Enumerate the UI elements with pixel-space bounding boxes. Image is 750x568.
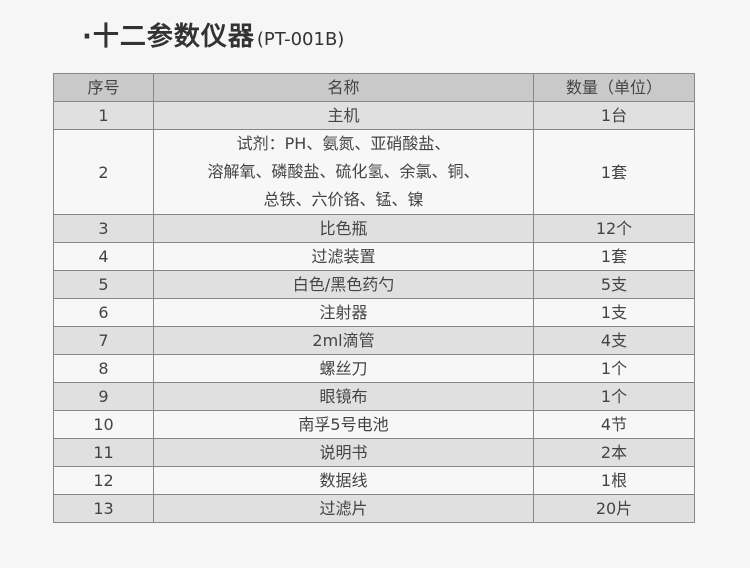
cell-number: 6 xyxy=(53,298,154,327)
table-row: 3 比色瓶 12个 xyxy=(53,214,695,243)
table-row: 11 说明书 2本 xyxy=(53,438,695,467)
table-row: 9 眼镜布 1个 xyxy=(53,382,695,411)
cell-quantity: 1套 xyxy=(533,242,695,271)
cell-quantity: 1个 xyxy=(533,382,695,411)
cell-quantity: 12个 xyxy=(533,214,695,243)
table-row: 6 注射器 1支 xyxy=(53,298,695,327)
cell-number: 13 xyxy=(53,494,154,523)
cell-number: 5 xyxy=(53,270,154,299)
cell-name-line: 总铁、六价铬、锰、镍 xyxy=(263,190,424,209)
cell-name: 试剂：PH、氨氮、亚硝酸盐、溶解氧、磷酸盐、硫化氢、余氯、铜、 总铁、六价铬、锰、… xyxy=(153,129,534,215)
cell-quantity: 1根 xyxy=(533,466,695,495)
cell-quantity: 1支 xyxy=(533,298,695,327)
cell-number: 2 xyxy=(53,129,154,215)
cell-number: 8 xyxy=(53,354,154,383)
cell-number: 10 xyxy=(53,410,154,439)
table-row: 12 数据线 1根 xyxy=(53,466,695,495)
parts-table: 序号 名称 数量（单位） 1 主机 1台 2 试剂：PH、氨氮、亚硝酸盐、 溶解氧、磷酸盐… xyxy=(53,73,695,523)
cell-quantity: 20片 xyxy=(533,494,695,523)
cell-quantity: 1个 xyxy=(533,354,695,383)
cell-quantity: 1台 xyxy=(533,101,695,130)
cell-quantity: 4节 xyxy=(533,410,695,439)
cell-name-line: 试剂：PH、氨氮、亚硝酸盐、 xyxy=(236,134,451,153)
cell-name: 眼镜布 xyxy=(153,382,534,411)
cell-name: 说明书 xyxy=(153,438,534,467)
header-quantity: 数量（单位） xyxy=(533,73,695,102)
title-model: (PT-001B) xyxy=(256,29,345,50)
cell-number: 7 xyxy=(53,326,154,355)
table-row: 1 主机 1台 xyxy=(53,101,695,130)
cell-name: 主机 xyxy=(153,101,534,130)
table-row: 2 试剂：PH、氨氮、亚硝酸盐、 溶解氧、磷酸盐、硫化氢、余氯、铜、 总铁、六价铬、锰… xyxy=(53,129,695,215)
cell-number: 4 xyxy=(53,242,154,271)
table-row: 5 白色/黑色药勺 5支 xyxy=(53,270,695,299)
table-header-row: 序号 名称 数量（单位） xyxy=(53,73,695,102)
title-main: ·十二参数仪器 xyxy=(82,22,255,52)
cell-name: 比色瓶 xyxy=(153,214,534,243)
cell-number: 9 xyxy=(53,382,154,411)
cell-number: 12 xyxy=(53,466,154,495)
cell-name: 数据线 xyxy=(153,466,534,495)
cell-quantity: 5支 xyxy=(533,270,695,299)
cell-number: 11 xyxy=(53,438,154,467)
cell-name: 螺丝刀 xyxy=(153,354,534,383)
table-row: 8 螺丝刀 1个 xyxy=(53,354,695,383)
table-row: 10 南孚5号电池 4节 xyxy=(53,410,695,439)
cell-quantity: 4支 xyxy=(533,326,695,355)
table-row: 13 过滤片 20片 xyxy=(53,494,695,523)
cell-quantity: 1套 xyxy=(533,129,695,215)
cell-name: 白色/黑色药勺 xyxy=(153,270,534,299)
page-title: ·十二参数仪器 (PT-001B) xyxy=(82,16,344,52)
cell-name: 过滤片 xyxy=(153,494,534,523)
header-number: 序号 xyxy=(53,73,154,102)
header-name: 名称 xyxy=(153,73,534,102)
cell-quantity: 2本 xyxy=(533,438,695,467)
cell-name-line: 溶解氧、磷酸盐、硫化氢、余氯、铜、 xyxy=(207,162,480,181)
table-row: 4 过滤装置 1套 xyxy=(53,242,695,271)
cell-name: 注射器 xyxy=(153,298,534,327)
cell-number: 1 xyxy=(53,101,154,130)
cell-number: 3 xyxy=(53,214,154,243)
table-row: 7 2ml滴管 4支 xyxy=(53,326,695,355)
cell-name: 过滤装置 xyxy=(153,242,534,271)
cell-name: 南孚5号电池 xyxy=(153,410,534,439)
cell-name: 2ml滴管 xyxy=(153,326,534,355)
